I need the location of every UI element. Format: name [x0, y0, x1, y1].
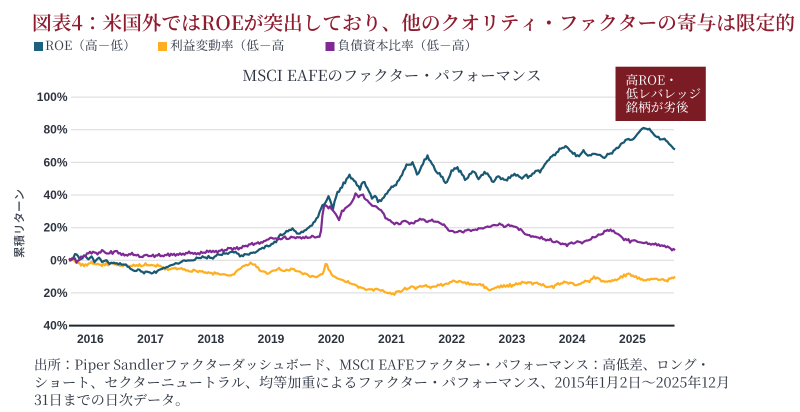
- svg-text:2020: 2020: [318, 332, 345, 346]
- svg-text:20%: 20%: [43, 221, 67, 235]
- svg-text:20%: 20%: [43, 286, 67, 300]
- svg-text:40%: 40%: [43, 319, 67, 333]
- svg-text:100%: 100%: [37, 90, 68, 104]
- svg-text:60%: 60%: [43, 155, 67, 169]
- svg-text:40%: 40%: [43, 188, 67, 202]
- svg-text:2024: 2024: [559, 332, 586, 346]
- svg-text:2022: 2022: [438, 332, 465, 346]
- svg-text:2018: 2018: [197, 332, 224, 346]
- svg-text:2025: 2025: [619, 332, 646, 346]
- svg-text:2017: 2017: [137, 332, 164, 346]
- svg-text:0%: 0%: [50, 253, 68, 267]
- svg-text:80%: 80%: [43, 123, 67, 137]
- svg-text:2023: 2023: [499, 332, 526, 346]
- svg-text:2021: 2021: [378, 332, 405, 346]
- svg-text:2019: 2019: [258, 332, 285, 346]
- svg-text:2016: 2016: [77, 332, 104, 346]
